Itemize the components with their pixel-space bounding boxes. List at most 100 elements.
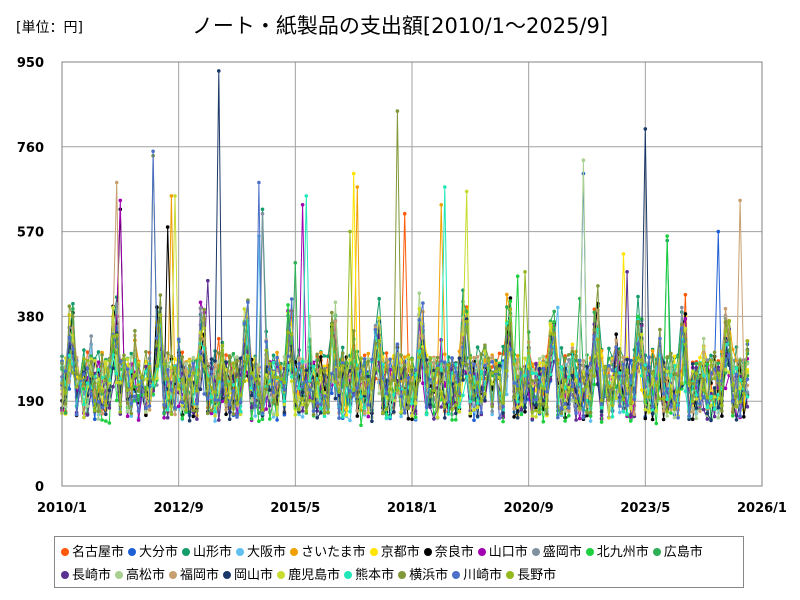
- data-point: [333, 347, 338, 351]
- data-point: [176, 404, 181, 409]
- data-point: [370, 357, 374, 362]
- data-point: [472, 393, 476, 398]
- data-point: [712, 376, 717, 381]
- data-point: [359, 394, 363, 399]
- data-point: [607, 368, 611, 373]
- legend-item: 北九州市: [585, 542, 649, 564]
- legend-label: 長野市: [517, 568, 557, 583]
- data-point: [621, 355, 626, 360]
- data-point: [264, 348, 269, 353]
- data-point: [676, 373, 680, 378]
- data-point: [217, 351, 221, 355]
- data-point: [723, 320, 728, 324]
- x-tick-label: 2023/5: [620, 501, 670, 516]
- data-point: [505, 369, 509, 373]
- data-point: [581, 375, 586, 380]
- data-point: [650, 371, 655, 376]
- data-point: [515, 416, 520, 420]
- data-point: [373, 327, 378, 332]
- data-point: [567, 357, 571, 362]
- data-point: [446, 363, 451, 367]
- data-point: [519, 402, 524, 407]
- data-point: [734, 345, 739, 349]
- data-point: [206, 397, 210, 401]
- data-point: [701, 358, 706, 363]
- data-point: [176, 337, 181, 342]
- data-point: [618, 389, 622, 394]
- data-point: [220, 381, 225, 386]
- data-point: [720, 403, 724, 408]
- data-point: [282, 380, 287, 385]
- data-point: [705, 395, 710, 400]
- data-point: [614, 332, 618, 337]
- data-point: [432, 356, 436, 361]
- data-point: [213, 413, 217, 418]
- data-point: [464, 374, 469, 379]
- data-point: [435, 366, 440, 371]
- data-point: [658, 336, 662, 341]
- data-point: [304, 379, 309, 384]
- data-point: [333, 380, 338, 384]
- data-point: [731, 399, 735, 404]
- data-point: [680, 305, 684, 310]
- data-point: [669, 407, 673, 412]
- data-point: [592, 374, 597, 378]
- data-point: [231, 388, 236, 393]
- data-point: [475, 405, 480, 410]
- data-point: [100, 405, 104, 410]
- data-point: [71, 301, 75, 306]
- data-point: [209, 369, 214, 374]
- data-point: [107, 406, 112, 410]
- data-point: [577, 416, 582, 421]
- data-point: [133, 374, 137, 378]
- legend-item: 大分市: [128, 542, 178, 564]
- data-point: [63, 405, 68, 409]
- data-point: [723, 370, 728, 375]
- data-point: [271, 400, 276, 405]
- data-point: [723, 329, 728, 334]
- data-point: [567, 390, 571, 394]
- data-point: [253, 403, 257, 408]
- data-point: [716, 229, 721, 234]
- data-point: [249, 371, 254, 376]
- data-point: [333, 300, 338, 305]
- data-point: [596, 366, 600, 371]
- data-point: [625, 411, 629, 416]
- data-point: [227, 354, 232, 358]
- data-point: [165, 225, 170, 229]
- data-point: [519, 412, 524, 417]
- data-point: [468, 370, 473, 375]
- data-point: [107, 421, 112, 425]
- data-point: [472, 355, 476, 360]
- data-point: [563, 386, 567, 390]
- data-point: [694, 393, 699, 397]
- data-point: [370, 386, 374, 391]
- data-point: [187, 359, 192, 364]
- data-point: [213, 362, 217, 367]
- data-point: [585, 384, 589, 388]
- data-point: [515, 357, 520, 362]
- data-point: [669, 362, 673, 367]
- data-point: [701, 388, 706, 392]
- data-point: [275, 381, 279, 386]
- data-point: [599, 413, 604, 418]
- data-point: [355, 385, 360, 390]
- data-point: [89, 372, 93, 376]
- data-point: [432, 388, 436, 393]
- data-point: [384, 415, 389, 420]
- data-point: [165, 351, 170, 355]
- data-point: [224, 408, 228, 412]
- data-point: [96, 417, 101, 421]
- data-point: [443, 360, 447, 365]
- data-point: [71, 370, 75, 375]
- data-point: [355, 185, 360, 189]
- data-point: [716, 416, 721, 420]
- data-point: [512, 362, 516, 366]
- data-point: [231, 361, 236, 366]
- data-point: [319, 402, 323, 407]
- data-point: [585, 353, 589, 357]
- data-point: [351, 393, 356, 398]
- data-point: [359, 356, 363, 361]
- data-point: [136, 418, 141, 422]
- data-point: [220, 343, 225, 348]
